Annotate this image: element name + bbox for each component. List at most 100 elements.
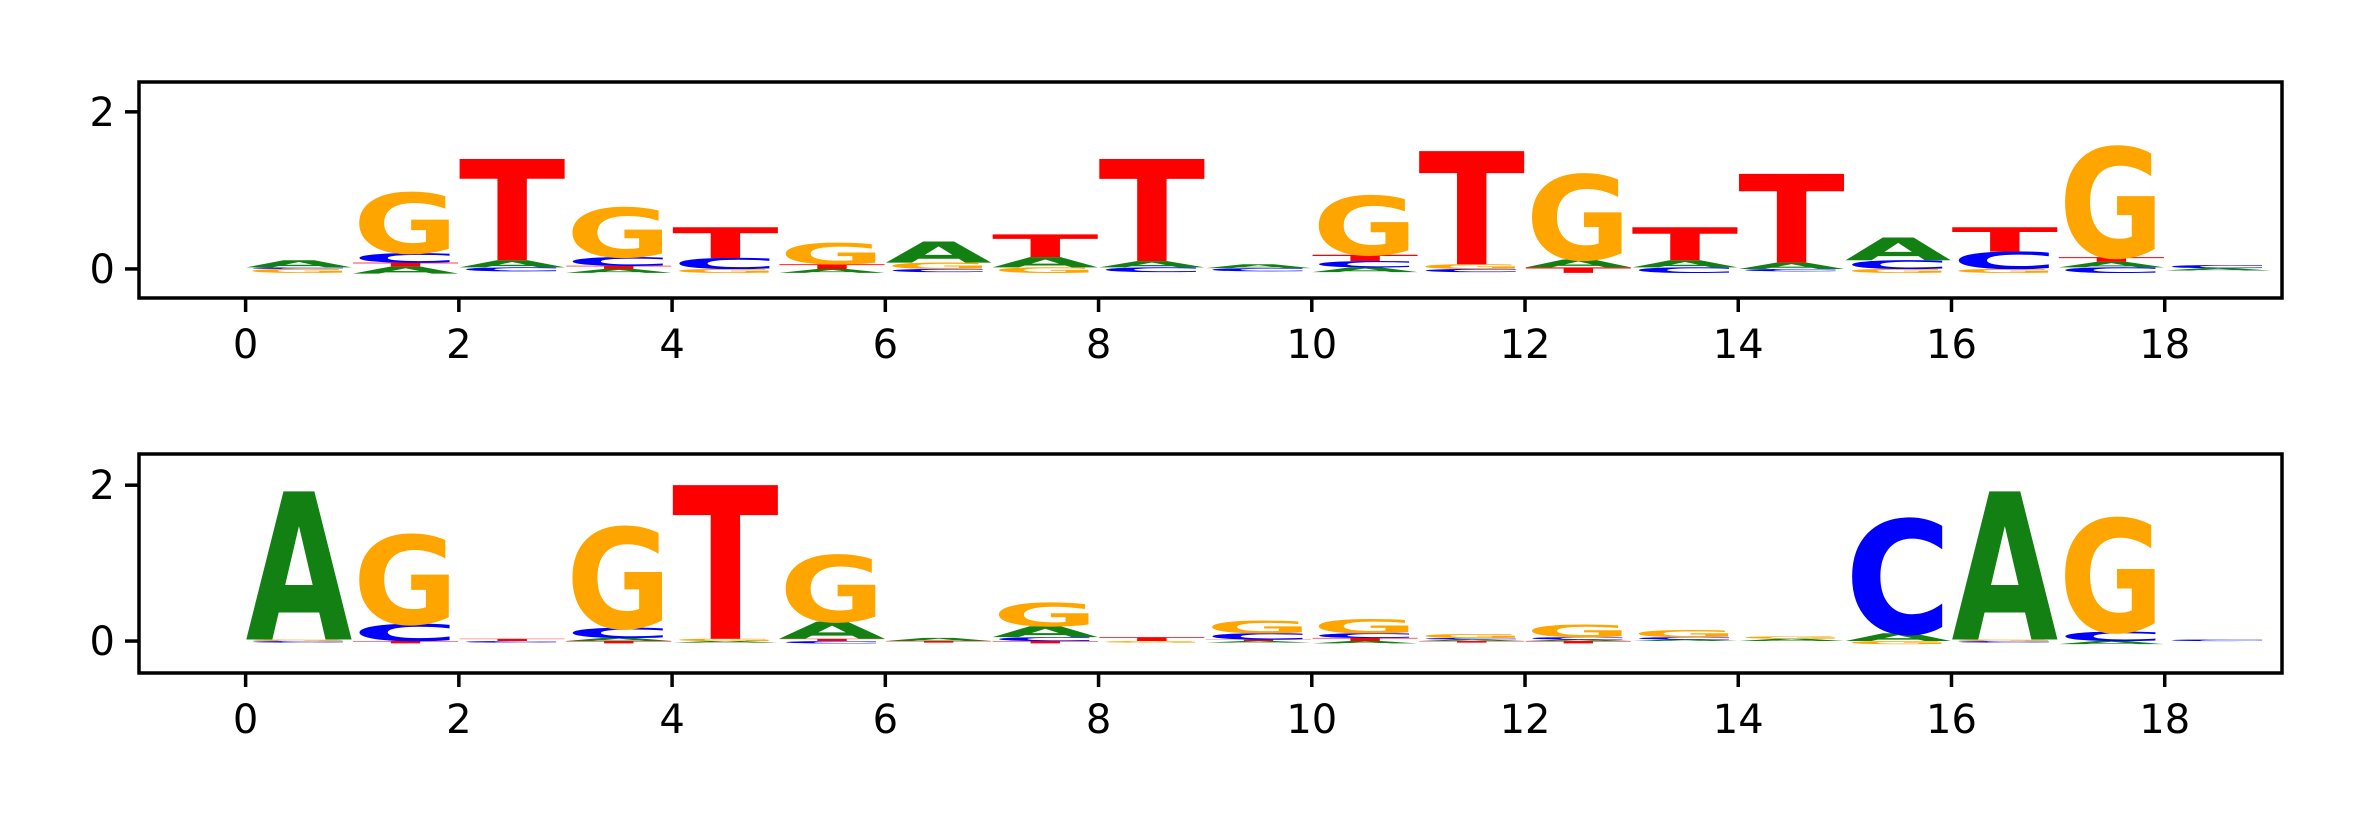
x-tick-label: 12 bbox=[1500, 322, 1551, 368]
logo-letter-A: A bbox=[2058, 260, 2165, 269]
logo-letter-T: T bbox=[1525, 640, 1632, 644]
logo-letter-C: C bbox=[352, 619, 459, 647]
logo-letter-G: G bbox=[566, 195, 671, 274]
x-tick-label: 4 bbox=[659, 697, 684, 743]
logo-letter-A: A bbox=[1845, 631, 1952, 643]
logo-letter-C: C bbox=[352, 251, 459, 266]
logo-letter-T: T bbox=[565, 640, 672, 644]
logo-letter-G: G bbox=[1312, 615, 1417, 637]
logo-letter-C: C bbox=[1952, 247, 2059, 275]
logo-letter-G: G bbox=[1312, 180, 1417, 274]
logo-letter-G: G bbox=[1099, 641, 1204, 643]
logo-letter-T: T bbox=[1312, 637, 1419, 642]
logo-letter-A: A bbox=[1418, 639, 1525, 641]
logo-letter-G: G bbox=[1206, 617, 1311, 637]
logo-letter-A: A bbox=[2058, 640, 2165, 645]
logo-letter-C: C bbox=[565, 255, 672, 269]
logo-letter-G: G bbox=[1739, 636, 1844, 640]
logo-letter-G: G bbox=[1632, 628, 1737, 639]
logo-letter-A: A bbox=[1205, 263, 1312, 269]
x-tick-label: 16 bbox=[1926, 697, 1977, 743]
logo-letter-G: G bbox=[1952, 268, 2057, 274]
logo-letter-G: G bbox=[1419, 633, 1524, 639]
logo-letter-C: C bbox=[246, 641, 353, 643]
logo-letter-A: A bbox=[2165, 268, 2272, 272]
logo-letter-G: G bbox=[993, 597, 1098, 634]
y-tick-label: 0 bbox=[90, 619, 115, 665]
logo-letter-G: G bbox=[353, 177, 458, 273]
logo-letter-A: A bbox=[1845, 231, 1952, 268]
logo-letter-G: G bbox=[246, 639, 351, 641]
logo-letter-T: T bbox=[352, 262, 459, 268]
logo-letter-C: C bbox=[1525, 637, 1632, 641]
x-tick-label: 18 bbox=[2139, 697, 2190, 743]
logo-letter-T: T bbox=[672, 219, 779, 268]
logo-letter-C: C bbox=[1099, 266, 1206, 273]
logo-letter-T: T bbox=[1418, 120, 1525, 301]
logo-letter-G: G bbox=[2059, 488, 2164, 669]
y-tick-label: 2 bbox=[90, 90, 115, 136]
logo-letter-A: A bbox=[1951, 451, 2058, 687]
logo-letter-C: C bbox=[2165, 264, 2272, 269]
logo-letter-C: C bbox=[992, 636, 1099, 642]
x-tick-label: 14 bbox=[1713, 322, 1764, 368]
logo-letter-A: A bbox=[1099, 259, 1206, 269]
logo-letter-A: A bbox=[779, 268, 886, 274]
logo-letter-T: T bbox=[1738, 151, 1845, 293]
logo-letter-T: T bbox=[1632, 219, 1739, 272]
logo-letter-C: C bbox=[1205, 632, 1312, 642]
logo-letter-T: T bbox=[885, 641, 992, 643]
logo-letter-A: A bbox=[992, 623, 1099, 640]
x-tick-label: 10 bbox=[1286, 322, 1337, 368]
logo-letter-C: C bbox=[459, 641, 566, 643]
x-tick-label: 0 bbox=[233, 697, 258, 743]
logo-letter-A: A bbox=[1312, 640, 1419, 644]
logo-letter-A: A bbox=[352, 265, 459, 276]
y-tick-label: 0 bbox=[90, 247, 115, 293]
logo-letter-A: A bbox=[1632, 258, 1739, 269]
x-tick-label: 0 bbox=[233, 322, 258, 368]
logo-letter-T: T bbox=[459, 638, 566, 642]
logo-letter-G: G bbox=[1845, 640, 1950, 645]
logo-letter-C: C bbox=[2058, 629, 2165, 644]
logo-letter-T: T bbox=[1099, 132, 1206, 295]
logo-letter-G: G bbox=[2059, 118, 2164, 294]
logo-letter-G: G bbox=[1526, 621, 1631, 641]
logo-letter-G: G bbox=[353, 511, 458, 653]
logo-letter-C: C bbox=[1418, 638, 1525, 640]
logo-letter-G: G bbox=[779, 538, 884, 643]
logo-letter-G: G bbox=[1845, 268, 1950, 274]
logo-letter-A: A bbox=[246, 451, 353, 687]
x-tick-label: 8 bbox=[1086, 322, 1111, 368]
axes-spines bbox=[137, 80, 2284, 300]
x-tick-label: 8 bbox=[1086, 697, 1111, 743]
logo-letter-G: G bbox=[673, 268, 778, 274]
x-tick-label: 14 bbox=[1713, 697, 1764, 743]
logo-letter-A: A bbox=[1525, 257, 1632, 270]
logo-letter-T: T bbox=[992, 228, 1099, 265]
logo-letter-A: A bbox=[1312, 266, 1419, 274]
x-tick-label: 2 bbox=[446, 322, 471, 368]
logo-letter-C: C bbox=[1205, 267, 1312, 272]
logo-letter-T: T bbox=[2058, 256, 2165, 264]
logo-letter-A: A bbox=[1738, 638, 1845, 642]
logo-letter-C: C bbox=[672, 255, 779, 273]
logo-letter-A: A bbox=[565, 268, 672, 274]
x-tick-label: 10 bbox=[1286, 697, 1337, 743]
logo-letter-T: T bbox=[672, 443, 779, 688]
logo-letter-C: C bbox=[1312, 632, 1419, 639]
logo-letter-C: C bbox=[779, 640, 886, 644]
x-tick-label: 12 bbox=[1500, 697, 1551, 743]
logo-letter-A: A bbox=[1525, 639, 1632, 641]
logo-letter-T: T bbox=[352, 640, 459, 644]
logo-letter-T: T bbox=[1205, 639, 1312, 641]
logo-letter-C: C bbox=[246, 267, 353, 269]
logo-letter-G: G bbox=[1419, 263, 1524, 270]
x-tick-label: 4 bbox=[659, 322, 684, 368]
logo-letter-G: G bbox=[779, 237, 884, 271]
logo-letter-A: A bbox=[672, 641, 779, 643]
